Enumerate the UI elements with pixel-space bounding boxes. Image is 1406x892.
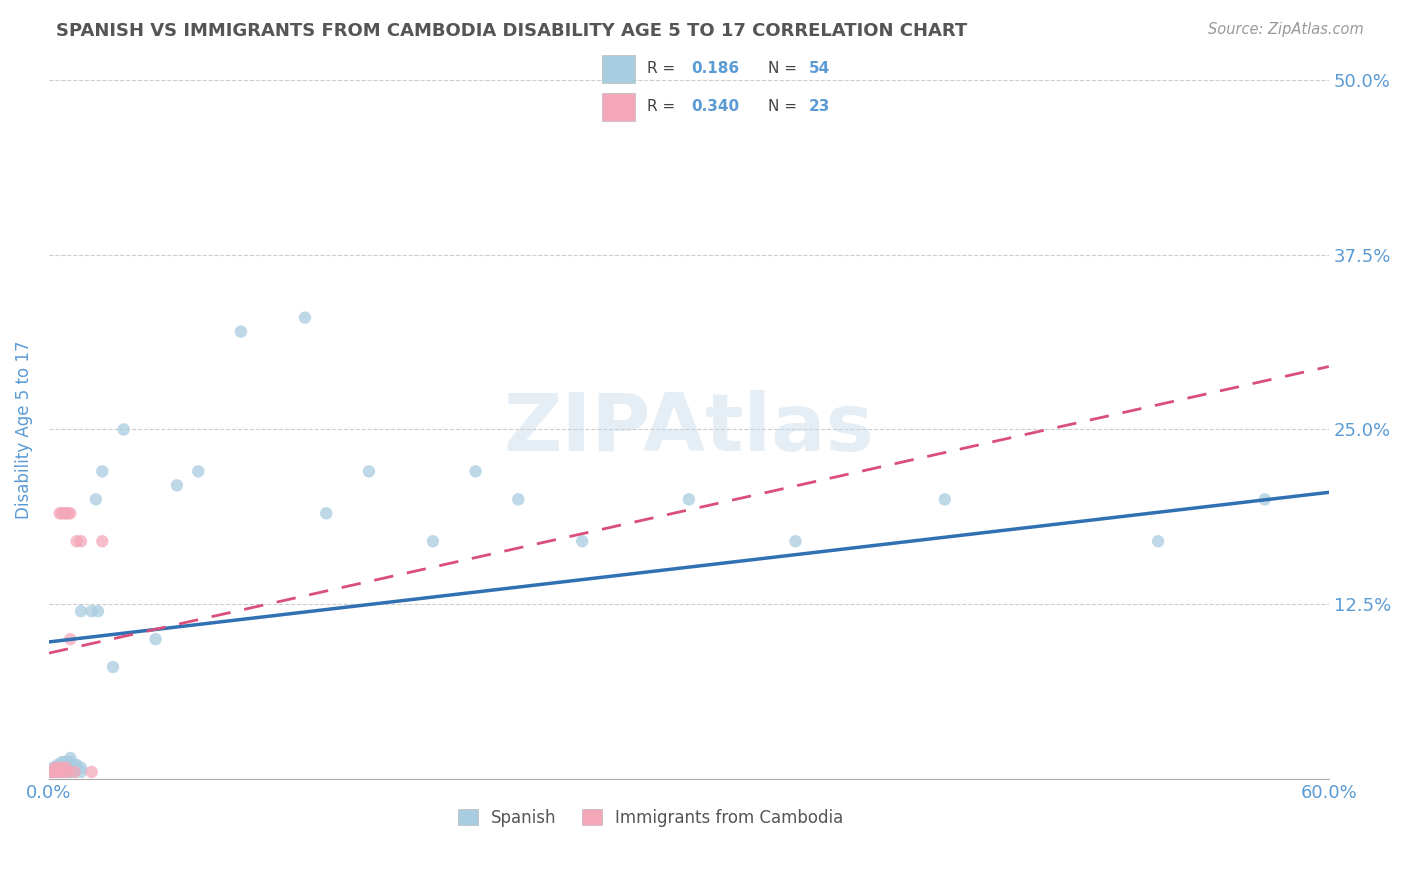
Point: [63, 764, 86, 779]
Point: [52, 764, 75, 779]
Point: [294, 310, 316, 325]
Point: [422, 534, 444, 549]
Point: [56, 764, 79, 779]
Point: [70, 761, 93, 775]
Point: [44, 764, 66, 779]
Point: [51, 764, 73, 779]
Point: [59, 632, 82, 647]
Point: [44, 761, 66, 775]
Text: ZIPAtlas: ZIPAtlas: [503, 391, 875, 468]
Text: SPANISH VS IMMIGRANTS FROM CAMBODIA DISABILITY AGE 5 TO 17 CORRELATION CHART: SPANISH VS IMMIGRANTS FROM CAMBODIA DISA…: [56, 22, 967, 40]
Point: [48, 761, 70, 775]
Point: [1254, 492, 1277, 507]
FancyBboxPatch shape: [602, 54, 636, 83]
Point: [42, 764, 65, 779]
Point: [48, 758, 70, 772]
Point: [52, 506, 75, 520]
Point: [91, 464, 114, 478]
Point: [46, 764, 69, 779]
Point: [63, 764, 86, 779]
Point: [52, 755, 75, 769]
Point: [55, 506, 77, 520]
Point: [48, 506, 70, 520]
Legend: Spanish, Immigrants from Cambodia: Spanish, Immigrants from Cambodia: [451, 802, 849, 833]
Point: [52, 761, 75, 775]
Point: [39, 764, 62, 779]
Point: [48, 764, 70, 779]
Point: [48, 764, 70, 779]
Point: [91, 534, 114, 549]
Point: [678, 492, 700, 507]
Point: [145, 632, 167, 647]
Point: [44, 761, 66, 775]
Point: [63, 758, 86, 772]
Point: [59, 761, 82, 775]
Point: [51, 755, 73, 769]
Point: [315, 506, 337, 520]
Point: [46, 761, 69, 775]
Point: [39, 764, 62, 779]
Point: [66, 758, 89, 772]
Point: [59, 751, 82, 765]
Point: [56, 755, 79, 769]
Text: 0.340: 0.340: [690, 99, 740, 114]
FancyBboxPatch shape: [602, 93, 636, 120]
Point: [59, 506, 82, 520]
Text: R =: R =: [647, 99, 675, 114]
Text: Source: ZipAtlas.com: Source: ZipAtlas.com: [1208, 22, 1364, 37]
Point: [56, 761, 79, 775]
Point: [51, 761, 73, 775]
Point: [101, 660, 124, 674]
Point: [80, 764, 103, 779]
Point: [70, 534, 93, 549]
Point: [46, 758, 69, 772]
Point: [51, 506, 73, 520]
Point: [55, 764, 77, 779]
Point: [66, 534, 89, 549]
Point: [42, 764, 65, 779]
Point: [1147, 534, 1170, 549]
Point: [46, 761, 69, 775]
Point: [42, 761, 65, 775]
Point: [70, 764, 93, 779]
Point: [44, 764, 66, 779]
Y-axis label: Disability Age 5 to 17: Disability Age 5 to 17: [15, 340, 32, 519]
Point: [55, 761, 77, 775]
Point: [166, 478, 188, 492]
Point: [52, 764, 75, 779]
Text: N =: N =: [768, 61, 797, 76]
Point: [84, 492, 107, 507]
Point: [56, 764, 79, 779]
Text: 23: 23: [808, 99, 831, 114]
Point: [464, 464, 486, 478]
Point: [46, 764, 69, 779]
Point: [70, 604, 93, 618]
Point: [571, 534, 593, 549]
Point: [80, 604, 103, 618]
Point: [87, 604, 110, 618]
Text: 0.186: 0.186: [690, 61, 740, 76]
Point: [59, 764, 82, 779]
Point: [934, 492, 956, 507]
Point: [56, 506, 79, 520]
Point: [112, 422, 135, 436]
Point: [508, 492, 530, 507]
Point: [187, 464, 209, 478]
Point: [51, 761, 73, 775]
Text: N =: N =: [768, 99, 797, 114]
Text: 54: 54: [808, 61, 831, 76]
Point: [55, 758, 77, 772]
Text: R =: R =: [647, 61, 675, 76]
Point: [229, 325, 252, 339]
Point: [59, 755, 82, 769]
Point: [785, 534, 807, 549]
Point: [357, 464, 380, 478]
